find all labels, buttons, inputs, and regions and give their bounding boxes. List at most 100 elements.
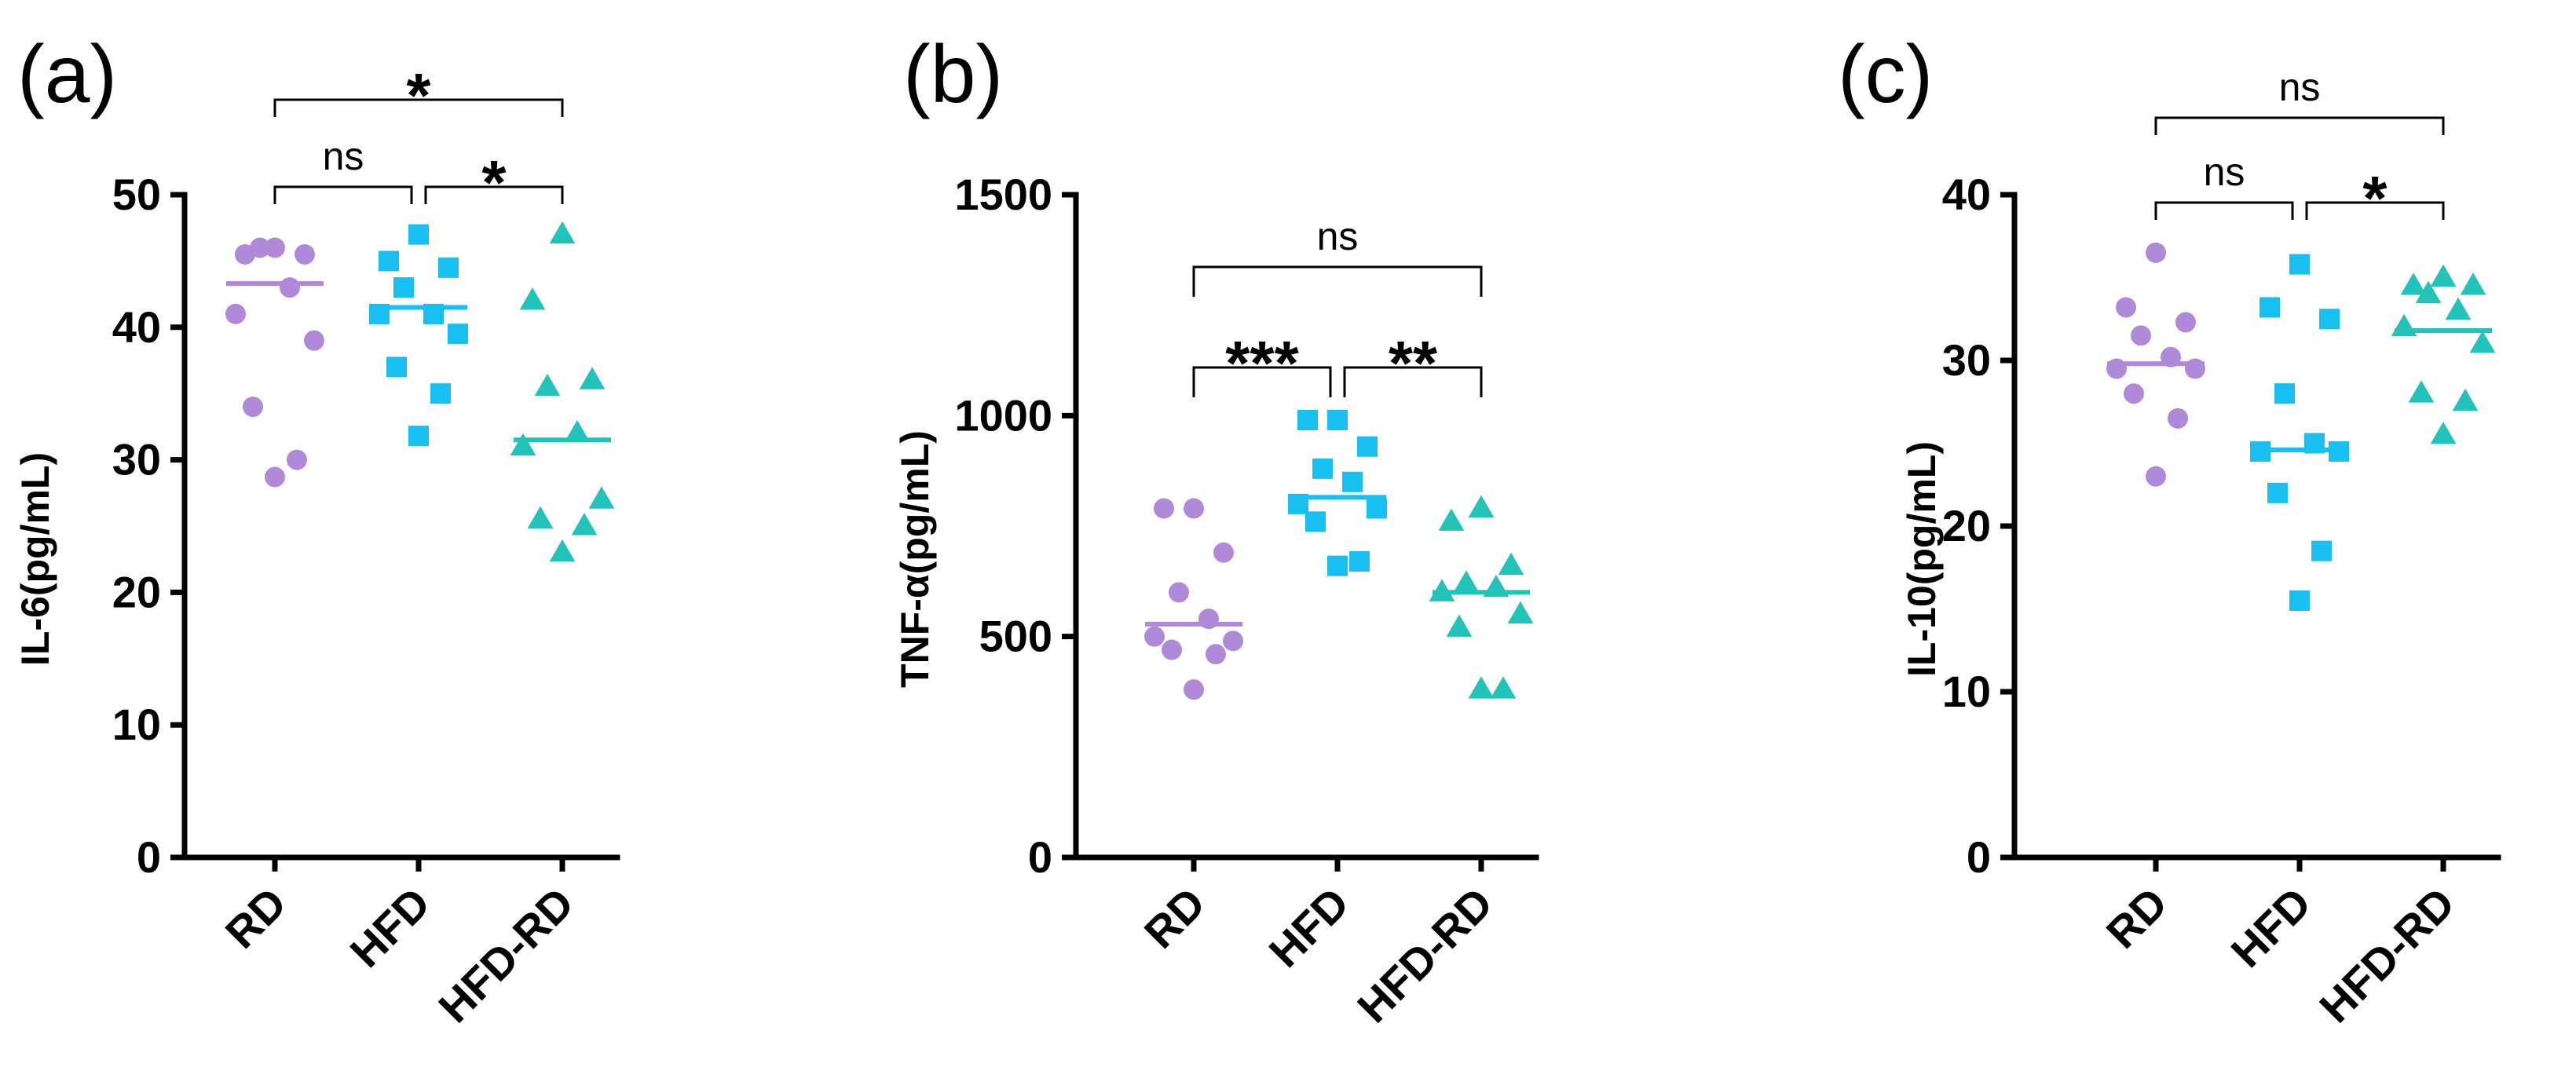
data-point-hfd-rd xyxy=(519,287,546,310)
data-point-rd xyxy=(1206,644,1226,665)
data-point-rd xyxy=(2146,466,2166,487)
category-label: HFD xyxy=(341,878,440,977)
data-point-rd xyxy=(2146,242,2166,263)
data-point-hfd-rd xyxy=(2400,272,2427,295)
data-point-hfd-rd xyxy=(510,433,536,456)
data-point-rd xyxy=(1162,639,1182,660)
data-point-rd xyxy=(243,397,263,418)
data-point-hfd-rd xyxy=(527,506,554,529)
data-point-hfd xyxy=(1367,498,1387,519)
y-tick-label: 1000 xyxy=(954,390,1052,440)
significance-bracket xyxy=(273,185,413,204)
data-point-hfd-rd xyxy=(2445,297,2472,320)
data-point-hfd-rd xyxy=(564,419,591,443)
significance-label: ns xyxy=(323,134,364,178)
significance-label: * xyxy=(481,148,507,217)
data-point-hfd-rd xyxy=(1453,570,1480,593)
data-point-hfd-rd xyxy=(549,221,576,244)
data-point-rd xyxy=(304,330,324,351)
data-point-rd xyxy=(2131,325,2151,346)
data-point-hfd-rd xyxy=(549,539,576,562)
y-tick-label: 40 xyxy=(112,302,161,352)
data-point-rd xyxy=(2124,383,2144,404)
y-tick-label: 0 xyxy=(137,832,161,882)
data-point-rd xyxy=(2116,297,2136,318)
data-point-hfd-rd xyxy=(1446,614,1473,637)
category-label: RD xyxy=(1135,878,1215,958)
data-point-hfd xyxy=(379,250,399,272)
data-point-hfd xyxy=(2289,590,2310,611)
significance-bracket xyxy=(273,98,564,117)
category-label: HFD-RD xyxy=(2310,878,2464,1032)
significance-label: ns xyxy=(2204,150,2245,194)
data-point-hfd-rd xyxy=(2430,264,2457,287)
significance-label: ns xyxy=(2279,65,2321,109)
data-point-hfd xyxy=(2274,383,2295,404)
data-point-rd xyxy=(1184,679,1204,700)
category-label: HFD xyxy=(1260,878,1359,977)
data-point-rd xyxy=(1184,498,1204,519)
data-point-rd xyxy=(1144,626,1165,647)
data-point-hfd-rd xyxy=(1468,495,1495,517)
data-point-hfd xyxy=(438,257,459,278)
significance-label: ** xyxy=(1389,328,1438,398)
y-tick-label: 40 xyxy=(1942,170,1991,219)
data-point-hfd-rd xyxy=(1498,552,1524,576)
category-label: RD xyxy=(216,878,296,958)
data-point-hfd-rd xyxy=(2430,422,2457,444)
data-point-rd xyxy=(1213,542,1234,563)
data-point-rd xyxy=(280,277,300,298)
data-point-rd xyxy=(1223,631,1243,652)
data-point-hfd-rd xyxy=(588,486,615,509)
category-label: HFD xyxy=(2222,878,2321,977)
data-point-hfd xyxy=(1327,555,1348,576)
data-point-rd xyxy=(295,243,315,265)
y-tick-label: 0 xyxy=(1028,832,1052,882)
data-point-hfd-rd xyxy=(1490,676,1517,699)
data-point-hfd xyxy=(430,383,451,404)
significance-bracket xyxy=(2305,201,2445,220)
panel-b: (b) TNF-α(pg/mL) 0 500 1000 1500 RD HFDHFD-RD… xyxy=(893,29,1539,1032)
panel-letter-b: (b) xyxy=(903,29,1003,120)
data-point-hfd xyxy=(408,224,429,245)
y-tick-label: 500 xyxy=(979,612,1052,661)
data-point-hfd xyxy=(1297,409,1318,430)
significance-bracket xyxy=(1192,265,1483,297)
data-point-rd xyxy=(265,237,285,258)
data-point-rd xyxy=(1154,498,1174,519)
data-point-hfd xyxy=(1312,458,1333,479)
data-point-hfd xyxy=(408,426,429,447)
data-point-hfd xyxy=(2267,482,2288,503)
data-point-hfd-rd xyxy=(2408,380,2435,403)
category-label: RD xyxy=(2097,878,2177,958)
y-tick-label: 1500 xyxy=(954,170,1052,219)
y-tick-label: 20 xyxy=(1942,501,1991,550)
y-axis-title-c: IL-10(pg/mL) xyxy=(1900,441,1944,677)
data-point-rd xyxy=(225,303,246,324)
category-label: HFD-RD xyxy=(1348,878,1502,1032)
y-tick-label: 30 xyxy=(1942,335,1991,385)
data-point-hfd xyxy=(2289,254,2310,275)
data-point-hfd xyxy=(393,277,414,298)
significance-label: * xyxy=(2362,163,2388,233)
data-point-hfd xyxy=(1305,511,1326,532)
significance-bracket xyxy=(1343,366,1483,397)
data-point-hfd xyxy=(1349,551,1370,572)
data-point-hfd xyxy=(2259,297,2280,318)
y-tick-label: 20 xyxy=(112,567,161,616)
data-point-hfd-rd xyxy=(571,513,598,536)
data-point-hfd xyxy=(1357,436,1378,457)
y-tick-label: 30 xyxy=(112,435,161,484)
y-tick-label: 10 xyxy=(1942,667,1991,716)
data-point-hfd-rd xyxy=(534,373,561,397)
data-point-rd xyxy=(287,449,307,470)
data-point-hfd-rd xyxy=(1507,601,1534,623)
data-point-hfd-rd xyxy=(2469,330,2496,353)
data-point-hfd-rd xyxy=(2452,388,2479,411)
significance-label: *** xyxy=(1225,328,1299,398)
data-point-hfd-rd xyxy=(2460,272,2486,295)
panel-letter-a: (a) xyxy=(17,29,117,120)
